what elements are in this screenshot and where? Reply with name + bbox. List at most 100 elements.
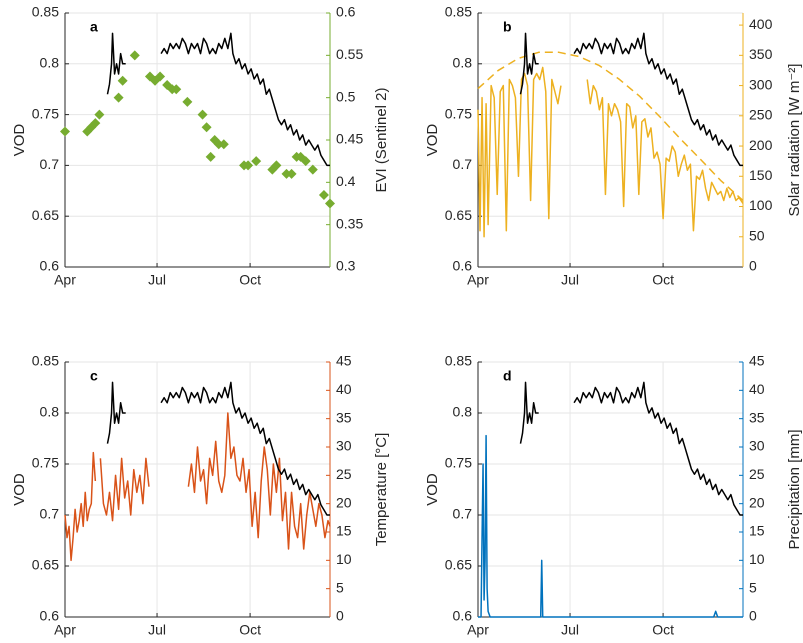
y2-tick-label: 300 (749, 76, 773, 92)
y-tick-label: 0.8 (40, 55, 60, 71)
y2-tick-label: 50 (749, 227, 765, 243)
data-point (325, 198, 335, 209)
data-point (197, 109, 208, 120)
y-tick-label: 0.8 (453, 404, 473, 420)
y-tick-label: 0.85 (32, 4, 59, 20)
x-tick-label: Jul (561, 622, 579, 638)
y2-tick-label: 45 (749, 353, 765, 369)
y-tick-label: 0.75 (445, 455, 472, 471)
y2-tick-label: 5 (336, 579, 344, 595)
x-tick-label: Jul (148, 622, 166, 638)
data-point (251, 156, 262, 167)
data-point (300, 156, 311, 167)
y2-tick-label: 45 (336, 353, 352, 369)
data-line (64, 412, 331, 562)
x-tick-label: Oct (652, 622, 674, 638)
y2-tick-label: 20 (749, 494, 765, 510)
y2-tick-label: 20 (336, 494, 352, 510)
y2-tick-label: 0 (749, 258, 757, 274)
y2-tick-label: 350 (749, 46, 773, 62)
data-point (201, 122, 212, 133)
data-point (218, 139, 229, 150)
data-point (182, 96, 193, 107)
y-tick-label: 0.65 (445, 557, 472, 573)
y-tick-label: 0.85 (445, 4, 472, 20)
y2-tick-label: 0.55 (336, 46, 363, 62)
x-tick-label: Apr (467, 272, 489, 288)
data-point (90, 118, 101, 129)
y-axis-label: VOD (11, 124, 28, 157)
y2-tick-label: 100 (749, 197, 773, 213)
x-tick-label: Apr (54, 622, 76, 638)
y-tick-label: 0.6 (453, 608, 473, 624)
data-point (205, 151, 216, 162)
data-point (318, 190, 329, 201)
y-tick-label: 0.8 (40, 404, 60, 420)
y2-tick-label: 25 (336, 466, 352, 482)
y2-tick-label: 250 (749, 107, 773, 123)
y-axis-label: VOD (424, 124, 441, 157)
y-axis-label: VOD (11, 473, 28, 506)
y2-axis-label: Temperature [°C] (373, 433, 390, 547)
panel-label: a (90, 19, 98, 35)
y2-axis-label: EVI (Sentinel 2) (373, 87, 390, 192)
y2-tick-label: 0.6 (336, 4, 356, 20)
y-tick-label: 0.85 (32, 353, 59, 369)
y2-tick-label: 15 (749, 523, 765, 539)
data-line (519, 32, 743, 167)
y2-axis-label: Precipitation [mm] (786, 429, 803, 549)
y2-tick-label: 10 (749, 551, 765, 567)
y-tick-label: 0.75 (445, 105, 472, 121)
panel-label: d (503, 368, 512, 384)
x-tick-label: Oct (239, 272, 261, 288)
data-point (155, 71, 166, 82)
x-tick-label: Apr (467, 622, 489, 638)
y-tick-label: 0.6 (453, 258, 473, 274)
y-tick-label: 0.8 (453, 55, 473, 71)
y-tick-label: 0.75 (32, 105, 59, 121)
data-line (477, 66, 744, 238)
y2-tick-label: 0.35 (336, 215, 363, 231)
data-point (129, 50, 140, 61)
y2-tick-label: 35 (749, 409, 765, 425)
data-point (171, 84, 182, 95)
y2-tick-label: 25 (749, 466, 765, 482)
y2-tick-label: 5 (749, 579, 757, 595)
panel-label: b (503, 19, 512, 35)
data-point (113, 92, 124, 103)
y2-tick-label: 30 (336, 438, 352, 454)
y-tick-label: 0.6 (40, 608, 60, 624)
data-point (243, 160, 254, 171)
data-line (106, 32, 330, 167)
y-tick-label: 0.75 (32, 455, 59, 471)
y-tick-label: 0.7 (40, 506, 60, 522)
y2-tick-label: 35 (336, 409, 352, 425)
y2-tick-label: 0.4 (336, 173, 356, 189)
y2-tick-label: 30 (749, 438, 765, 454)
y2-tick-label: 40 (749, 381, 765, 397)
x-tick-label: Jul (148, 272, 166, 288)
data-line (106, 381, 330, 516)
y2-tick-label: 15 (336, 523, 352, 539)
data-point (281, 168, 292, 179)
y2-tick-label: 0.5 (336, 88, 356, 104)
y2-tick-label: 150 (749, 167, 773, 183)
y2-tick-label: 10 (336, 551, 352, 567)
y2-axis-label: Solar radiation [W m⁻²] (786, 64, 803, 217)
x-tick-label: Oct (652, 272, 674, 288)
y2-tick-label: 0 (749, 608, 757, 624)
y-tick-label: 0.65 (32, 557, 59, 573)
x-tick-label: Jul (561, 272, 579, 288)
data-point (60, 126, 70, 137)
y2-tick-label: 0.3 (336, 258, 356, 274)
data-point (213, 139, 224, 150)
x-tick-label: Apr (54, 272, 76, 288)
y-tick-label: 0.7 (453, 156, 473, 172)
data-line (477, 51, 744, 202)
data-line (519, 381, 743, 516)
data-point (307, 164, 318, 175)
y-axis-label: VOD (424, 473, 441, 506)
y-tick-label: 0.6 (40, 258, 60, 274)
